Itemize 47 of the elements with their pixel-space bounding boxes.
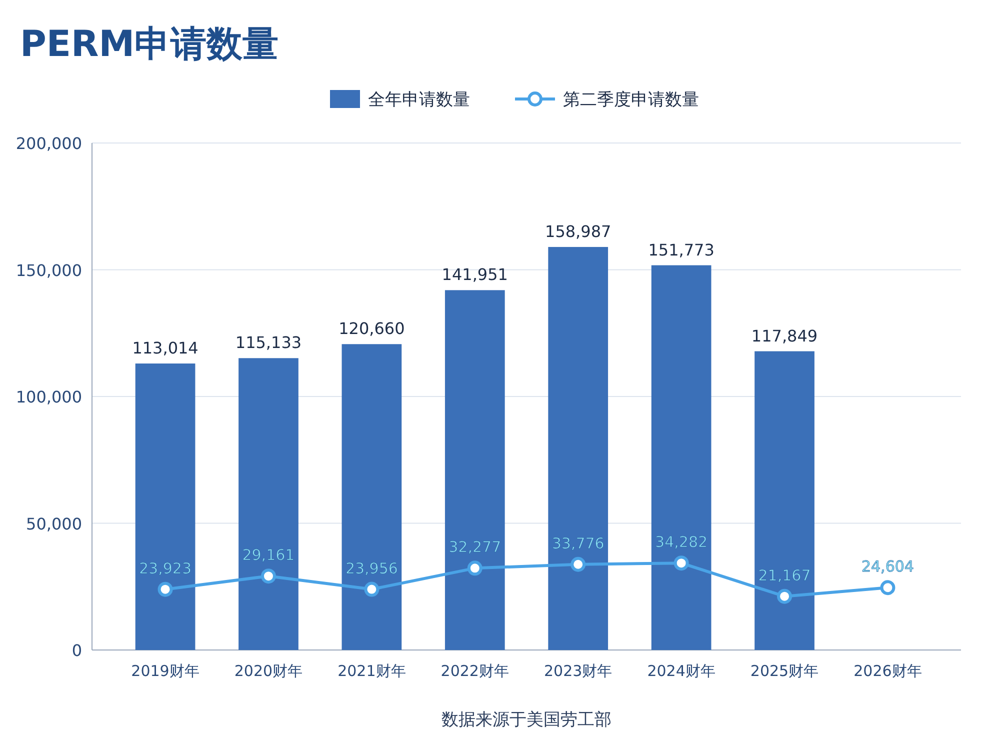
data-label: 34,282 xyxy=(655,533,708,552)
data-label: 141,951 xyxy=(442,265,508,284)
x-tick-label: 2023财年 xyxy=(544,662,612,680)
point xyxy=(158,582,173,597)
data-label: 23,923 xyxy=(139,559,192,578)
x-tick-label: 2020财年 xyxy=(234,662,303,680)
point xyxy=(674,556,689,571)
data-label: 29,161 xyxy=(242,546,295,564)
x-tick-label: 2019财年 xyxy=(131,662,200,680)
y-tick-label: 0 xyxy=(72,641,82,660)
y-tick-label: 150,000 xyxy=(16,260,82,280)
data-label: 113,014 xyxy=(132,338,198,358)
data-label: 158,987 xyxy=(545,222,612,241)
data-label: 33,776 xyxy=(552,534,604,552)
chart-title: PERM申请数量 xyxy=(20,24,279,65)
x-tick-label: 2025财年 xyxy=(750,662,819,680)
y-tick-label: 100,000 xyxy=(16,388,82,406)
data-label: 24,604 xyxy=(861,558,914,576)
point xyxy=(467,560,482,576)
point xyxy=(570,556,586,572)
bar xyxy=(548,246,608,650)
point xyxy=(364,582,380,597)
y-tick-label: 50,000 xyxy=(26,514,82,534)
legend-label: 第二季度申请数量 xyxy=(563,90,699,110)
legend-label: 全年申请数量 xyxy=(368,90,470,110)
data-label: 115,133 xyxy=(235,333,302,352)
bar xyxy=(238,358,298,650)
bar xyxy=(342,344,402,650)
point xyxy=(880,580,896,596)
point xyxy=(777,588,792,604)
x-tick-label: 2021财年 xyxy=(338,662,406,680)
x-tick-label: 2026财年 xyxy=(854,662,922,680)
data-label: 151,773 xyxy=(648,240,714,260)
bar xyxy=(651,265,712,650)
data-label: 21,167 xyxy=(758,566,811,584)
data-label: 117,849 xyxy=(751,326,818,346)
bar xyxy=(444,290,505,650)
y-tick-label: 200,000 xyxy=(16,134,82,153)
data-label: 120,660 xyxy=(338,319,405,338)
x-tick-label: 2022财年 xyxy=(440,662,509,680)
text: 数据来源于美国劳工部 xyxy=(442,710,612,730)
point xyxy=(260,568,276,584)
bar xyxy=(135,364,196,650)
data-label: 32,277 xyxy=(448,538,502,556)
x-tick-label: 2024财年 xyxy=(647,662,716,680)
data-label: 23,956 xyxy=(345,559,398,578)
bar xyxy=(754,351,814,650)
